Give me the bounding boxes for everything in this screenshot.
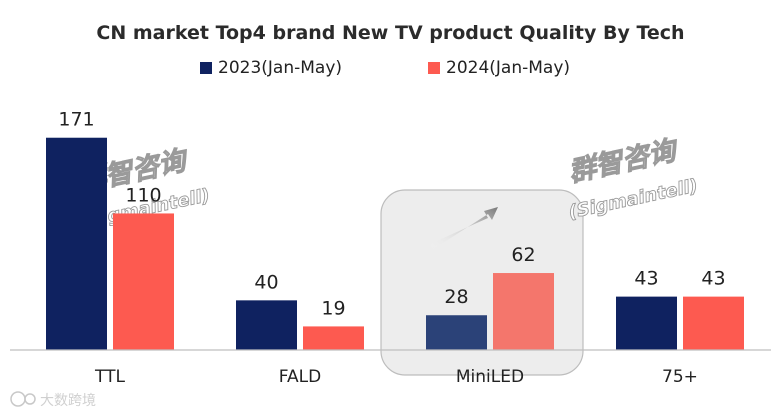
bar-fald-s1 (236, 300, 297, 350)
legend-swatch-2023 (200, 62, 212, 74)
x-tick-ttl: TTL (94, 367, 125, 387)
bar-75-s1 (616, 296, 677, 350)
data-label-miniled-s2: 62 (511, 244, 535, 266)
footer-logo-icon-2 (24, 393, 36, 405)
footer-logo-icon (10, 391, 26, 407)
legend-swatch-2024 (428, 62, 440, 74)
bar-miniled-s2 (493, 273, 554, 350)
legend-item-2024: 2024(Jan-May) (428, 58, 570, 78)
chart-title: CN market Top4 brand New TV product Qual… (96, 22, 685, 44)
data-label-ttl-s2: 110 (125, 184, 161, 206)
bar-ttl-s1 (46, 137, 107, 350)
legend-label-2023: 2023(Jan-May) (218, 58, 343, 78)
footer-logo-text: 大数跨境 (40, 393, 96, 409)
data-label-75-s2: 43 (701, 268, 725, 290)
data-label-fald-s1: 40 (254, 271, 278, 293)
data-label-ttl-s1: 171 (58, 109, 94, 131)
watermark-right: 群智咨询 (Sigmaintell) (566, 134, 701, 224)
legend: 2023(Jan-May) 2024(Jan-May) (0, 58, 781, 84)
x-ticks-group: TTL FALD MiniLED 75+ (94, 367, 698, 387)
bar-ttl-s2 (113, 213, 174, 350)
data-label-fald-s2: 19 (321, 297, 345, 319)
data-label-miniled-s1: 28 (444, 286, 468, 308)
x-tick-fald: FALD (279, 367, 321, 387)
watermark-right-cn: 群智咨询 (566, 135, 682, 189)
growth-arrow-icon (430, 207, 498, 250)
bars-group: 171 110 40 19 28 62 43 43 (46, 109, 744, 350)
legend-label-2024: 2024(Jan-May) (446, 58, 571, 78)
legend-item-2023: 2023(Jan-May) (200, 58, 342, 78)
x-tick-75: 75+ (662, 367, 698, 387)
data-label-75-s1: 43 (634, 268, 658, 290)
bar-75-s2 (683, 296, 744, 350)
bar-fald-s2 (303, 326, 364, 350)
x-tick-miniled: MiniLED (456, 367, 524, 387)
footer-logo: 大数跨境 (10, 391, 96, 409)
bar-miniled-s1 (426, 315, 487, 350)
